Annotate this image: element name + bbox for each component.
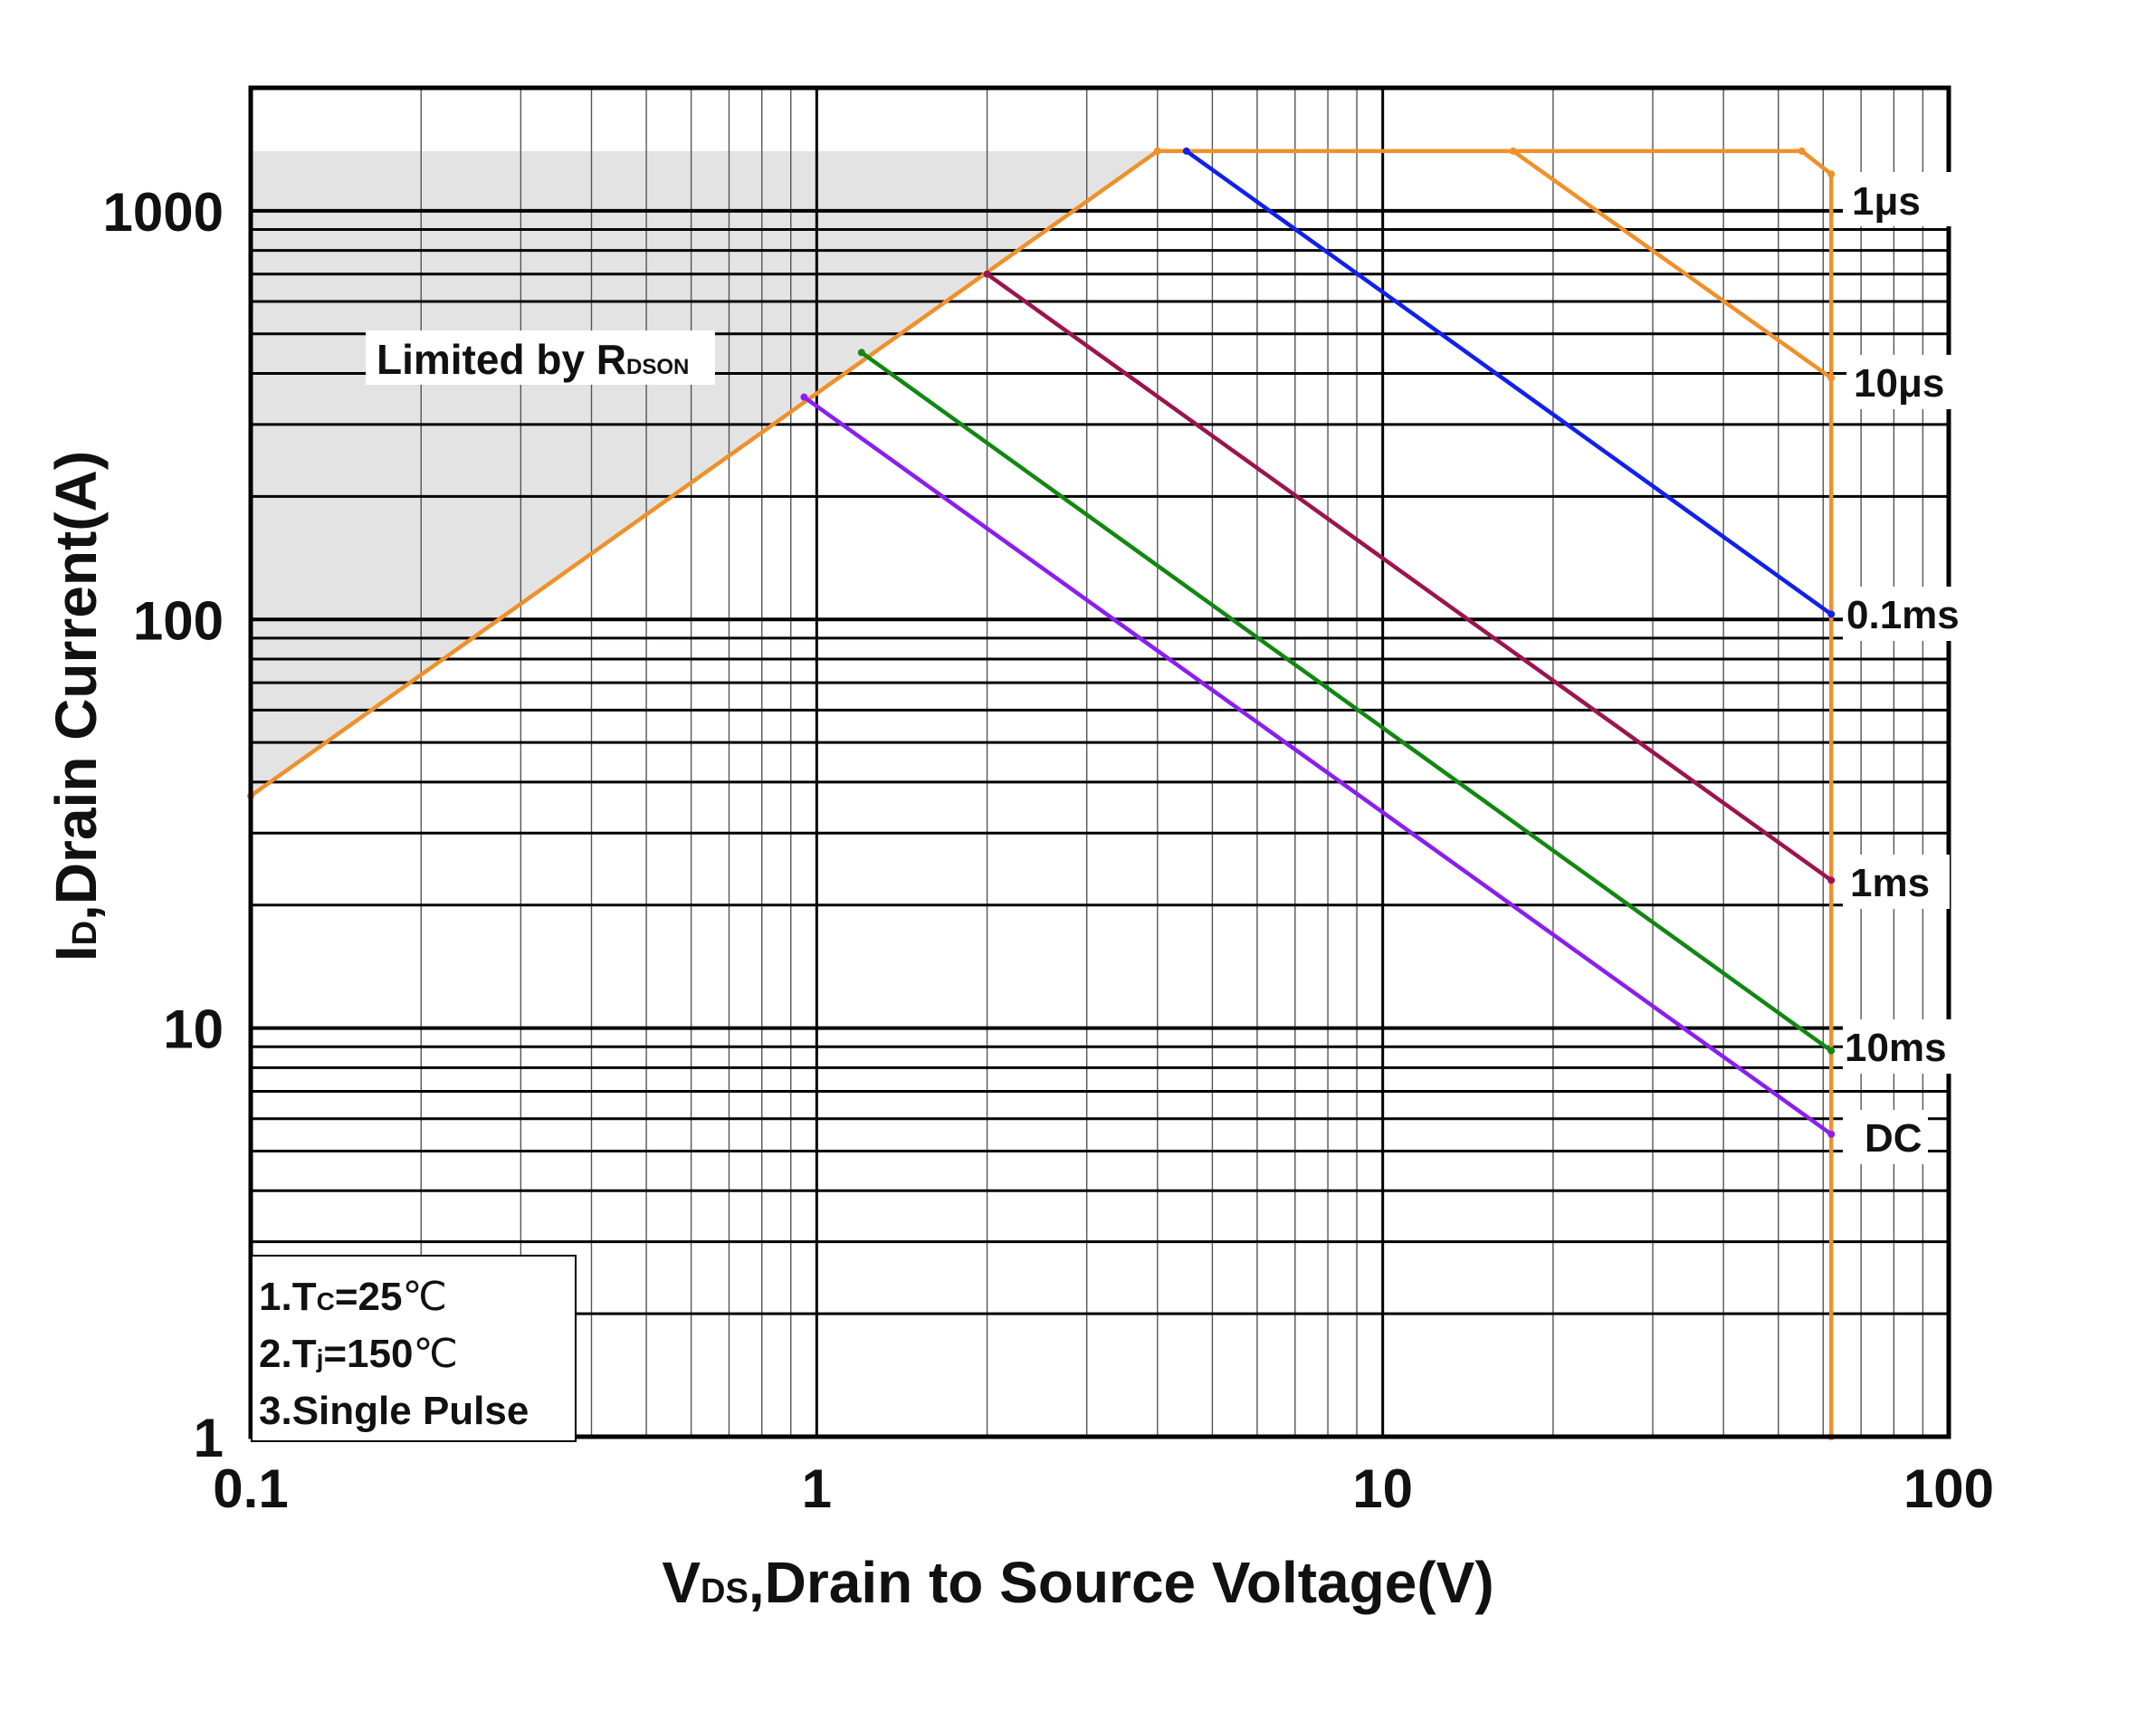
series-point-1-0 (1153, 147, 1161, 155)
series-line-1s-1 (1157, 148, 1834, 1437)
y-tick-labels: 1 10 100 1000 (103, 182, 224, 1468)
series-line-rdsonlimit-0 (249, 149, 1159, 798)
series-line-10s-2 (1512, 149, 1833, 380)
y-tick-label: 100 (133, 590, 224, 651)
y-axis-title: ID,Drain Current(A) (43, 451, 109, 961)
series-point-4-0 (983, 270, 991, 278)
conditions-note-box (251, 1255, 577, 1442)
curve-labels: 1μs 10μs 0.1ms 1ms 10ms DC (1843, 172, 1999, 1164)
note-line-2: 2.Tj=150℃ (259, 1332, 458, 1376)
series-point-1-2 (1827, 170, 1836, 178)
note-line-3: 3.Single Pulse (259, 1389, 529, 1433)
y-tick-label: 10 (163, 999, 224, 1060)
series-point-4-1 (1827, 876, 1836, 884)
x-axis-title: VDS,Drain to Source Voltage(V) (662, 1550, 1493, 1615)
series-point-2-1 (1827, 374, 1836, 382)
y-axis-title-main: I (43, 945, 109, 961)
series-point-6-0 (800, 393, 808, 401)
x-axis-title-main: V (662, 1550, 701, 1615)
note-line-1-a: 1.T (259, 1275, 317, 1319)
series-point-1-1 (1798, 147, 1806, 155)
x-tick-labels: 0.1 1 10 100 (213, 1458, 1994, 1519)
y-axis-title-sub: D (66, 921, 104, 945)
rdson-label-sub: DSON (626, 355, 689, 379)
note-line-2-unit: ℃ (413, 1332, 457, 1376)
series-point-2-0 (1509, 147, 1517, 155)
rdson-label: Limited by RDSON (377, 336, 689, 383)
note-line-2-sub: j (316, 1344, 324, 1372)
rdson-label-main: Limited by R (377, 336, 626, 383)
note-line-1-b: =25 (335, 1275, 403, 1319)
curve-label-1ms: 1ms (1850, 861, 1930, 905)
note-line-1-sub: C (317, 1287, 335, 1315)
y-tick-label: 1000 (103, 182, 224, 243)
curve-label-bg-10us (1846, 355, 1973, 409)
curve-label-10ms: 10ms (1845, 1026, 1947, 1070)
series-line-1ms-4 (986, 272, 1833, 883)
series-point-6-1 (1827, 1130, 1836, 1138)
series-point-3-0 (1182, 147, 1190, 155)
y-tick-label: 1 (194, 1408, 224, 1468)
x-tick-label: 10 (1352, 1458, 1413, 1519)
x-tick-label: 100 (1903, 1458, 1994, 1519)
conditions-note: 1.TC=25℃ 2.Tj=150℃ 3.Single Pulse (251, 1255, 577, 1442)
y-axis-title-rest: ,Drain Current(A) (43, 451, 109, 921)
note-line-2-a: 2.T (259, 1332, 317, 1376)
series-line-dc-6 (803, 395, 1833, 1136)
curve-label-dc: DC (1865, 1116, 1922, 1161)
series-line-01ms-3 (1185, 149, 1833, 617)
x-tick-label: 1 (802, 1458, 832, 1519)
note-line-1-unit: ℃ (402, 1275, 446, 1319)
curve-label-bg-01ms (1843, 587, 1999, 641)
curve-label-bg-dc (1843, 1110, 1928, 1164)
rdson-label-bg (366, 330, 715, 385)
x-axis-title-rest: ,Drain to Source Voltage(V) (749, 1550, 1494, 1615)
curve-label-01ms: 0.1ms (1846, 593, 1960, 637)
curve-label-bg-1us (1843, 172, 1951, 226)
x-tick-label: 0.1 (213, 1458, 288, 1519)
series-lines (247, 147, 1836, 1440)
grid-lines (251, 88, 1949, 1437)
series-point-5-1 (1827, 1047, 1836, 1055)
curve-label-bg-10ms (1843, 1019, 1970, 1074)
series-line-10ms-5 (860, 350, 1833, 1053)
curve-label-bg-1ms (1843, 855, 1950, 909)
series-point-3-1 (1827, 610, 1836, 618)
x-axis-title-sub: DS (701, 1572, 749, 1611)
series-point-5-0 (857, 349, 865, 357)
curve-label-10us: 10μs (1854, 361, 1944, 406)
plot-frame (248, 85, 1951, 1439)
curve-label-1us: 1μs (1852, 179, 1921, 224)
note-line-1: 1.TC=25℃ (259, 1275, 447, 1319)
note-line-2-b: =150 (323, 1332, 413, 1376)
